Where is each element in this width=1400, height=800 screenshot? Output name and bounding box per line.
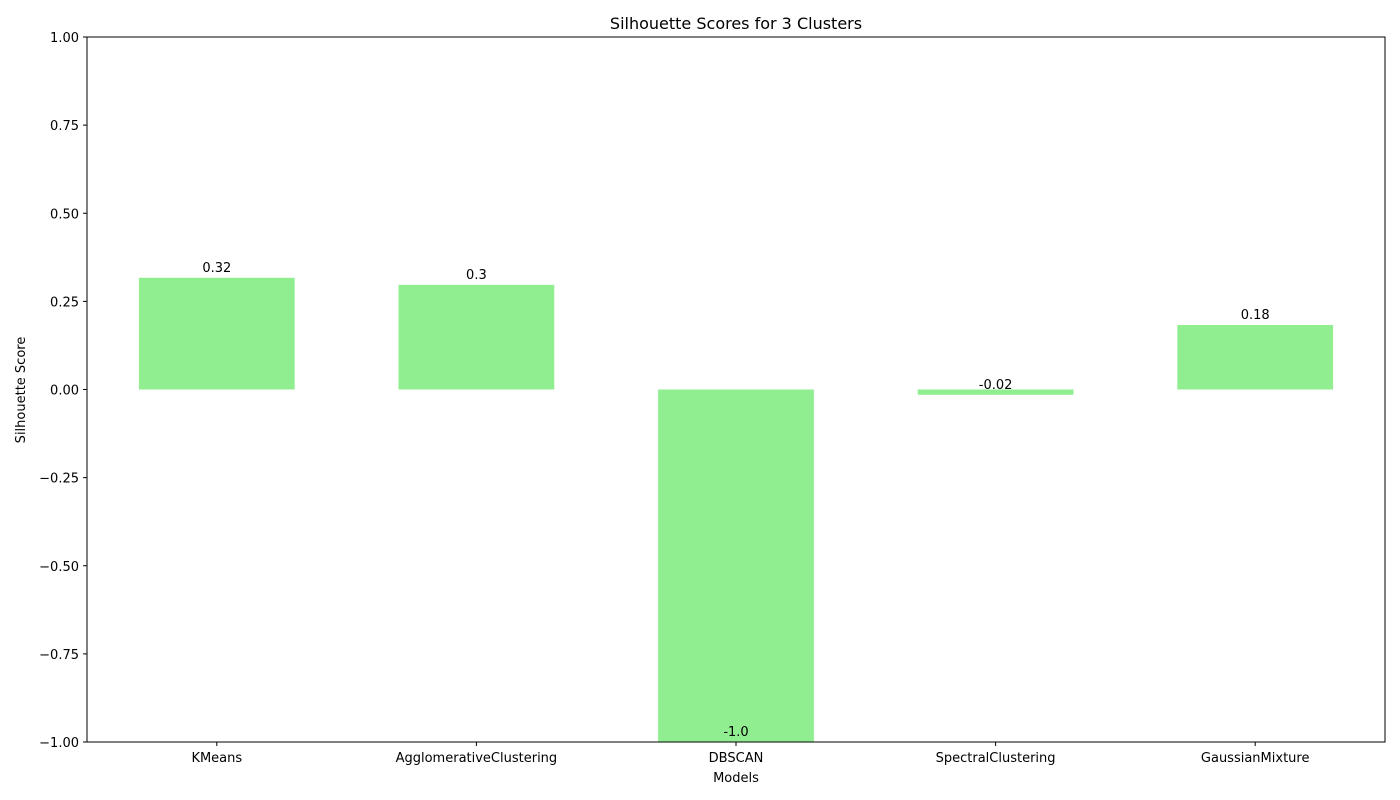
x-tick-label-dbscan: DBSCAN: [709, 751, 764, 766]
y-tick-label: −0.25: [39, 472, 79, 487]
x-tick-label-kmeans: KMeans: [191, 751, 242, 766]
bar-gaussianmixture: [1177, 324, 1334, 390]
data-label-kmeans: 0.32: [202, 261, 231, 276]
bar-agglomerativeclustering: [398, 284, 555, 390]
y-tick-label: −0.75: [39, 648, 79, 663]
x-tick-label-spectralclustering: SpectralClustering: [936, 751, 1056, 766]
y-tick-label: −0.50: [39, 560, 79, 575]
x-axis-title: Models: [713, 771, 759, 786]
data-label-agglomerativeclustering: 0.3: [466, 268, 487, 283]
bar-dbscan: [658, 389, 814, 742]
y-tick-label: 0.50: [50, 207, 79, 222]
chart-title: Silhouette Scores for 3 Clusters: [610, 14, 862, 33]
bar-spectralclustering: [917, 389, 1074, 395]
y-tick-label: 1.00: [50, 31, 79, 46]
y-axis-title: Silhouette Score: [14, 337, 29, 444]
y-tick-label: −1.00: [39, 736, 79, 751]
data-label-gaussianmixture: 0.18: [1241, 308, 1270, 323]
y-tick-label: 0.00: [50, 384, 79, 399]
data-label-dbscan: -1.0: [723, 725, 748, 740]
y-tick-label: 0.25: [50, 295, 79, 310]
x-tick-label-agglomerativeclustering: AgglomerativeClustering: [396, 751, 558, 766]
bar-kmeans: [138, 277, 295, 390]
plot-area: 0.32 0.3 -1.0 -0.02 0.18 −1.00 −0.75 −0.50 −0.25…: [39, 31, 1386, 766]
x-tick-label-gaussianmixture: GaussianMixture: [1201, 751, 1310, 766]
data-label-spectralclustering: -0.02: [979, 378, 1013, 393]
y-tick-label: 0.75: [50, 119, 79, 134]
